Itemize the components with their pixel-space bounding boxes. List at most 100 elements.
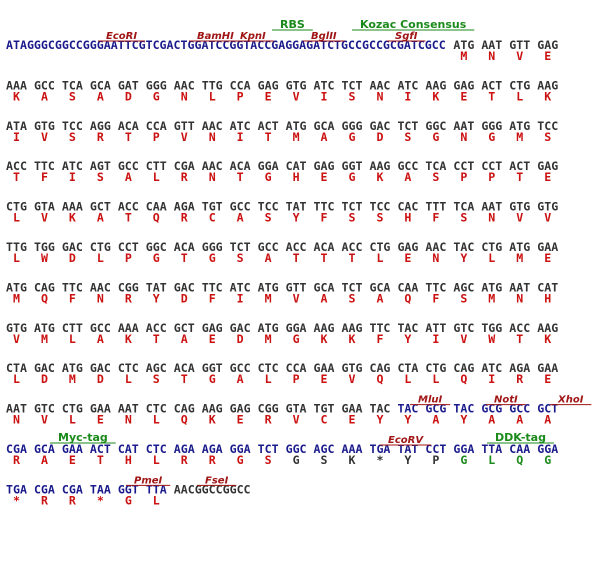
codon: ATA bbox=[6, 119, 27, 133]
amino-acid: M bbox=[69, 372, 76, 386]
amino-acid: P bbox=[125, 251, 132, 265]
amino-acid: E bbox=[265, 89, 272, 103]
codon: CCT bbox=[453, 159, 474, 173]
codon: GGC bbox=[425, 119, 446, 133]
codon: GTT bbox=[174, 119, 195, 133]
codon: TTC bbox=[62, 280, 83, 294]
codon: AAT bbox=[453, 119, 474, 133]
amino-acid: A bbox=[376, 291, 383, 305]
codon: GTG bbox=[509, 200, 530, 214]
codon: AAA bbox=[6, 78, 27, 92]
site-label: BglII bbox=[311, 31, 337, 42]
codon: ACA bbox=[230, 159, 251, 173]
codon: AAA bbox=[342, 442, 363, 456]
amino-acid: L bbox=[404, 372, 411, 386]
amino-acid: N bbox=[13, 413, 20, 427]
codon: GAG bbox=[537, 38, 558, 52]
codon: AAC bbox=[369, 78, 390, 92]
codon: CGA bbox=[62, 482, 83, 496]
amino-acid: K bbox=[69, 211, 76, 225]
codon: TTC bbox=[425, 280, 446, 294]
codon: CTC bbox=[258, 361, 279, 375]
amino-acid: R bbox=[181, 211, 188, 225]
amino-acid: * bbox=[13, 493, 20, 507]
site-label: EcoRI bbox=[106, 31, 137, 42]
codon: TCT bbox=[342, 78, 363, 92]
amino-acid: A bbox=[544, 413, 551, 427]
amino-acid: S bbox=[460, 211, 467, 225]
amino-acid: T bbox=[237, 170, 244, 184]
codon: GGG bbox=[481, 119, 502, 133]
codon: ACC bbox=[118, 200, 139, 214]
amino-acid: L bbox=[97, 251, 104, 265]
amino-acid: T bbox=[181, 372, 188, 386]
amino-acid: L bbox=[13, 251, 20, 265]
codon: AAT bbox=[481, 200, 502, 214]
codon: AGT bbox=[90, 159, 111, 173]
codon: GGA bbox=[453, 442, 474, 456]
codon: GAC bbox=[174, 280, 195, 294]
codon: ACC bbox=[146, 321, 167, 335]
codon: CAG bbox=[34, 280, 55, 294]
amino-acid: S bbox=[69, 130, 76, 144]
amino-acid: C bbox=[321, 413, 328, 427]
codon: ACA bbox=[314, 240, 335, 254]
codon: CGA bbox=[6, 442, 27, 456]
amino-acid: Y bbox=[460, 413, 467, 427]
amino-acid: D bbox=[181, 291, 188, 305]
amino-acid: A bbox=[125, 170, 132, 184]
codon: GCC bbox=[90, 321, 111, 335]
amino-acid: R bbox=[69, 493, 76, 507]
amino-acid: A bbox=[488, 413, 495, 427]
amino-acid: S bbox=[69, 89, 76, 103]
codon: ATG bbox=[258, 321, 279, 335]
codon: GCA bbox=[369, 280, 390, 294]
amino-acid: M bbox=[265, 291, 272, 305]
amino-acid: T bbox=[516, 332, 523, 346]
codon: ATG bbox=[62, 361, 83, 375]
amino-acid: L bbox=[153, 453, 160, 467]
codon: TAC bbox=[369, 402, 390, 416]
amino-acid: G bbox=[488, 130, 495, 144]
codon: CTG bbox=[90, 240, 111, 254]
codon: CAA bbox=[397, 280, 418, 294]
codon: GCT bbox=[90, 200, 111, 214]
codon: AAT bbox=[6, 402, 27, 416]
codon: TCA bbox=[453, 200, 474, 214]
codon: GGG bbox=[202, 240, 223, 254]
codon: ACC bbox=[342, 240, 363, 254]
amino-acid: Q bbox=[153, 211, 160, 225]
codon: GAG bbox=[537, 159, 558, 173]
codon: GCC bbox=[118, 159, 139, 173]
amino-acid: A bbox=[237, 372, 244, 386]
codon: TCC bbox=[258, 200, 279, 214]
amino-acid: R bbox=[125, 291, 132, 305]
codon: ACT bbox=[509, 159, 530, 173]
codon: ACA bbox=[174, 361, 195, 375]
codon: TCA bbox=[62, 78, 83, 92]
codon: CGA bbox=[34, 482, 55, 496]
codon: TGG bbox=[34, 240, 55, 254]
amino-acid: H bbox=[293, 170, 300, 184]
amino-acid: S bbox=[265, 453, 272, 467]
codon: GAC bbox=[90, 361, 111, 375]
amino-acid: G bbox=[153, 89, 160, 103]
codon: TAC bbox=[453, 240, 474, 254]
amino-acid: M bbox=[265, 332, 272, 346]
amino-acid: R bbox=[97, 130, 104, 144]
codon: GGA bbox=[258, 159, 279, 173]
codon: GAG bbox=[230, 402, 251, 416]
amino-acid: P bbox=[153, 130, 160, 144]
amino-acid: F bbox=[209, 291, 216, 305]
codon: GCT bbox=[174, 321, 195, 335]
amino-acid: K bbox=[349, 453, 356, 467]
site-label: EcoRV bbox=[388, 435, 424, 446]
amino-acid: A bbox=[97, 332, 104, 346]
site-label: PmeI bbox=[134, 475, 163, 486]
amino-acid: Y bbox=[293, 211, 300, 225]
codon: TTC bbox=[314, 200, 335, 214]
codon: TCT bbox=[342, 280, 363, 294]
codon: GGC bbox=[286, 442, 307, 456]
amino-acid: N bbox=[209, 130, 216, 144]
codon: ATG bbox=[258, 280, 279, 294]
